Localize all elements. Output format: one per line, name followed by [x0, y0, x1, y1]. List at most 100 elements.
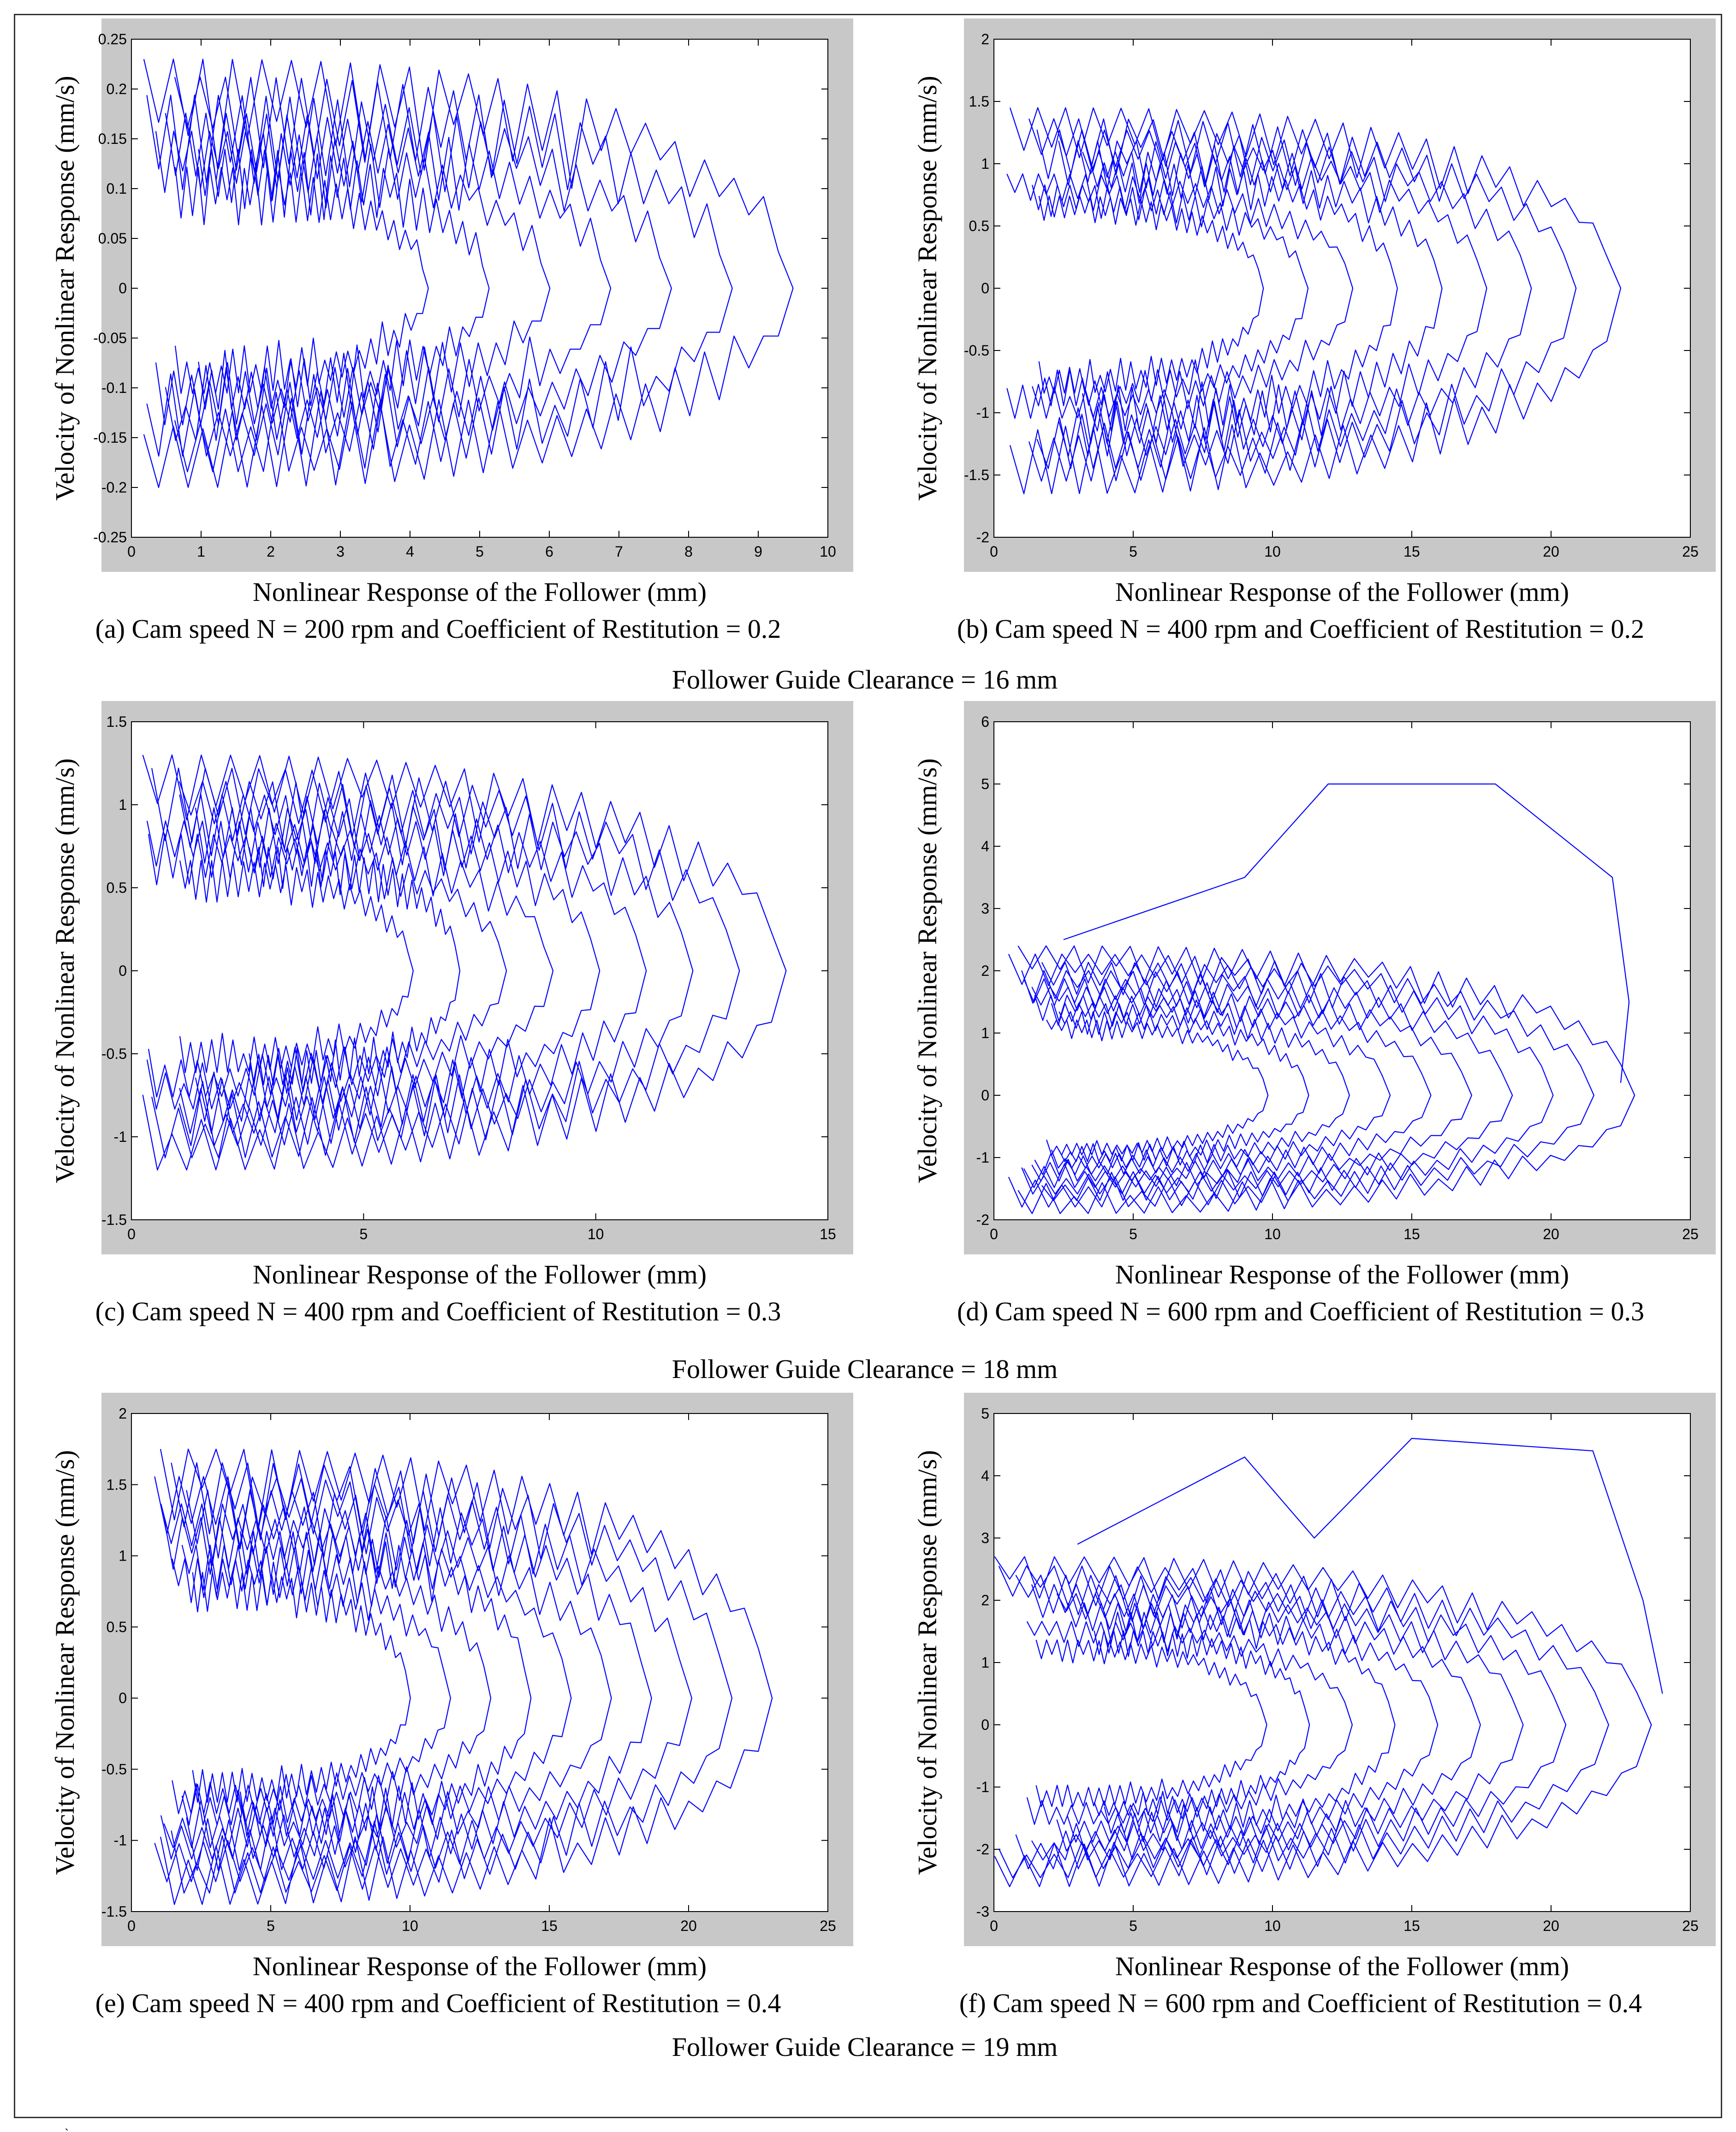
chart-a-xtick-label: 6	[545, 543, 553, 560]
chart-b-ytick-label: -0.5	[964, 342, 989, 359]
chart-panel-b: 0 5 10 15 20 25 -2 -1.5 -1 -0.5 0 0.5 1 1.5 2 Velocity …	[886, 18, 1716, 595]
chart-c-svg: 0 5 10 15 -1.5 -1 -0.5 0 0.5 1 1.5 Velocity of Nonl…	[50, 701, 853, 1254]
chart-b-ytick-label: 0.5	[969, 218, 989, 234]
chart-f-ylabel: Velocity of Nonlinear Response (mm/s)	[912, 1450, 942, 1875]
chart-f-ytick-label: -2	[976, 1841, 989, 1858]
chart-b-ytick-label: -1	[976, 404, 989, 421]
chart-e-svg: 0 5 10 15 20 25 -1.5 -1 -0.5 0 0.5 1 1.5 2 Velocity of…	[50, 1393, 853, 1946]
chart-a-xtick-label: 5	[476, 543, 484, 560]
chart-panel-a: 0 1 2 3 4 5 6 7 8 9 10 -0.25 -0.2 -0.15 -0.1 -0.05 0 0.05…	[23, 18, 853, 595]
chart-a-ytick-label: 0.2	[107, 81, 127, 97]
chart-d-ytick-label: -1	[976, 1149, 989, 1166]
chart-a-xtick-label: 4	[406, 543, 414, 560]
chart-c-xlabel: Nonlinear Response of the Follower (mm)	[252, 1259, 707, 1289]
chart-a-caption: (a) Cam speed N = 200 rpm and Coefficien…	[95, 614, 781, 644]
chart-f-xlabel: Nonlinear Response of the Follower (mm)	[1115, 1951, 1570, 1981]
chart-panel-e: 0 5 10 15 20 25 -1.5 -1 -0.5 0 0.5 1 1.5 2 Velocity of…	[23, 1393, 853, 1969]
chart-f-ytick-label: 2	[981, 1592, 989, 1609]
chart-c-xtick-label: 5	[359, 1226, 368, 1242]
chart-b-svg: 0 5 10 15 20 25 -2 -1.5 -1 -0.5 0 0.5 1 1.5 2 Velocity …	[912, 18, 1716, 572]
chart-a-xtick-label: 2	[267, 543, 275, 560]
chart-d-ytick-label: 4	[981, 838, 989, 855]
chart-d-ytick-label: 0	[981, 1087, 989, 1104]
chart-d-xtick-label: 10	[1264, 1226, 1281, 1242]
chart-d-xtick-label: 5	[1129, 1226, 1137, 1242]
chart-f-ytick-label: 4	[981, 1467, 989, 1484]
chart-c-ytick-label: -0.5	[101, 1045, 127, 1062]
chart-d-trajectory-series	[1008, 945, 1635, 1214]
chart-c-xtick-label: 0	[127, 1226, 136, 1242]
chart-b-ytick-label: 0	[981, 280, 989, 297]
chart-e-ytick-label: 0.5	[107, 1619, 127, 1635]
stray-mark: ˏ	[65, 2117, 69, 2131]
chart-d-ylabel: Velocity of Nonlinear Response (mm/s)	[912, 758, 942, 1183]
chart-e-caption: (e) Cam speed N = 400 rpm and Coefficien…	[95, 1988, 781, 2018]
chart-b-ytick-label: -1.5	[964, 467, 989, 483]
chart-e-ytick-label: -1.5	[101, 1903, 127, 1920]
chart-d-svg: 0 5 10 15 20 25 -2 -1 0 1 2 3 4 5 6 Velocity of Nonline…	[912, 701, 1716, 1254]
chart-b-xtick-label: 25	[1682, 543, 1699, 560]
chart-b-trajectory-series	[1006, 107, 1622, 494]
chart-f-ytick-label: 3	[981, 1530, 989, 1546]
chart-a-xtick-label: 0	[127, 543, 136, 560]
chart-f-ytick-label: 5	[981, 1405, 989, 1422]
chart-b-caption: (b) Cam speed N = 400 rpm and Coefficien…	[957, 614, 1644, 644]
chart-d-ytick-label: 5	[981, 776, 989, 792]
chart-e-plot-area	[131, 1413, 828, 1912]
chart-b-ylabel: Velocity of Nonlinear Response (mm/s)	[912, 76, 942, 500]
chart-e-ylabel: Velocity of Nonlinear Response (mm/s)	[50, 1450, 80, 1875]
chart-f-outlier-series	[1077, 1437, 1663, 1694]
chart-f-xtick-label: 5	[1129, 1918, 1137, 1934]
chart-a-ytick-label: 0	[119, 280, 127, 297]
chart-f-xtick-label: 10	[1264, 1918, 1281, 1934]
chart-a-xtick-label: 7	[615, 543, 623, 560]
chart-a-ytick-label: 0.05	[98, 230, 127, 247]
chart-c-plot-area	[131, 721, 828, 1220]
chart-d-xtick-label: 15	[1403, 1226, 1420, 1242]
chart-e-ytick-label: 2	[119, 1405, 127, 1422]
chart-d-ytick-label: 2	[981, 962, 989, 979]
chart-a-ytick-label: -0.15	[93, 429, 127, 446]
chart-a-xtick-label: 10	[820, 543, 836, 560]
chart-b-xtick-label: 0	[990, 543, 998, 560]
chart-e-xtick-label: 25	[820, 1918, 836, 1934]
chart-d-caption: (d) Cam speed N = 600 rpm and Coefficien…	[957, 1296, 1644, 1326]
chart-c-ylabel: Velocity of Nonlinear Response (mm/s)	[50, 758, 80, 1183]
chart-a-ytick-label: -0.1	[101, 380, 127, 396]
chart-e-ytick-label: 0	[119, 1690, 127, 1706]
chart-c-xtick-label: 15	[820, 1226, 836, 1242]
chart-e-trajectory-series	[154, 1449, 773, 1905]
chart-a-ytick-label: -0.05	[93, 330, 127, 346]
chart-e-ytick-label: 1.5	[107, 1476, 127, 1493]
chart-d-xtick-label: 20	[1543, 1226, 1559, 1242]
chart-f-svg: 0 5 10 15 20 25 -3 -2 -1 0 1 2 3 4 5 Velocity of Nonlin…	[912, 1393, 1716, 1946]
chart-e-xtick-label: 15	[541, 1918, 558, 1934]
chart-e-ytick-label: 1	[119, 1548, 127, 1564]
chart-f-trajectory-series	[994, 1556, 1652, 1888]
chart-d-xtick-label: 25	[1682, 1226, 1699, 1242]
chart-f-ytick-label: 1	[981, 1654, 989, 1671]
chart-d-ytick-label: 3	[981, 900, 989, 917]
chart-c-ytick-label: 0.5	[107, 879, 127, 896]
chart-e-ytick-label: -0.5	[101, 1761, 127, 1777]
chart-b-xtick-label: 15	[1403, 543, 1420, 560]
chart-c-ytick-label: 1.5	[107, 713, 127, 730]
chart-a-ytick-label: 0.1	[107, 180, 127, 197]
chart-a-xtick-label: 3	[336, 543, 345, 560]
chart-f-xtick-label: 0	[990, 1918, 998, 1934]
chart-c-ytick-label: 1	[119, 796, 127, 813]
chart-a-ytick-label: 0.25	[98, 31, 127, 48]
chart-d-outlier-series	[1063, 783, 1630, 1083]
chart-a-ytick-label: -0.25	[93, 529, 127, 546]
group-caption-16mm: Follower Guide Clearance = 16 mm	[672, 665, 1058, 695]
chart-panel-d: 0 5 10 15 20 25 -2 -1 0 1 2 3 4 5 6 Velocity of Nonline…	[886, 701, 1716, 1277]
chart-c-caption: (c) Cam speed N = 400 rpm and Coefficien…	[95, 1296, 781, 1326]
chart-a-ytick-label: -0.2	[101, 479, 127, 496]
chart-f-xtick-label: 25	[1682, 1918, 1699, 1934]
chart-f-ytick-label: -3	[976, 1903, 989, 1920]
chart-e-xtick-label: 10	[402, 1918, 418, 1934]
chart-d-ytick-label: 6	[981, 713, 989, 730]
chart-a-ylabel: Velocity of Nonlinear Response (mm/s)	[50, 76, 80, 500]
chart-a-xtick-label: 9	[754, 543, 762, 560]
chart-b-ytick-label: -2	[976, 529, 989, 546]
